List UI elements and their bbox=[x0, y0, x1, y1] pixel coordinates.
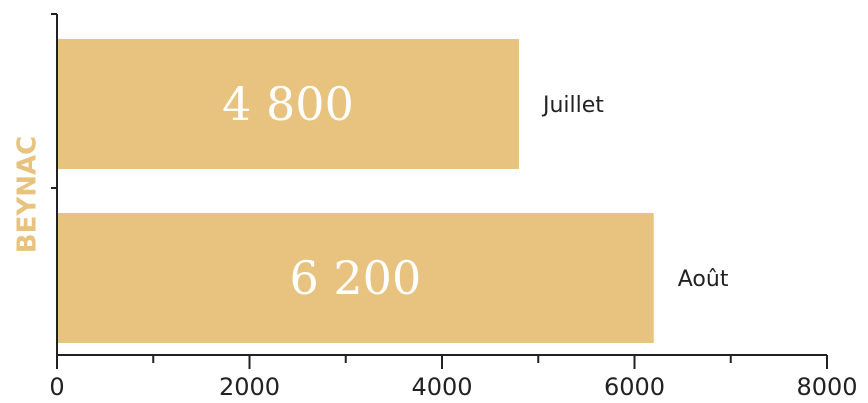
bar-value-label: 6 200 bbox=[290, 251, 422, 305]
x-ticks: 0 2000 4000 6000 8000 bbox=[49, 355, 858, 401]
category-label: Juillet bbox=[541, 93, 604, 118]
x-tick-label: 0 bbox=[49, 373, 64, 401]
x-tick-label: 8000 bbox=[796, 373, 857, 401]
y-axis-title: BEYNAC bbox=[13, 136, 43, 253]
bar-value-label: 4 800 bbox=[222, 77, 354, 131]
x-tick-label: 2000 bbox=[219, 373, 280, 401]
bar bbox=[58, 39, 519, 169]
bar bbox=[58, 213, 654, 343]
category-label: Août bbox=[678, 267, 729, 292]
x-tick-label: 6000 bbox=[604, 373, 665, 401]
x-tick-label: 4000 bbox=[411, 373, 472, 401]
labels-layer: 4 800 Juillet 6 200 Août bbox=[222, 77, 729, 305]
bars-layer bbox=[58, 39, 654, 343]
